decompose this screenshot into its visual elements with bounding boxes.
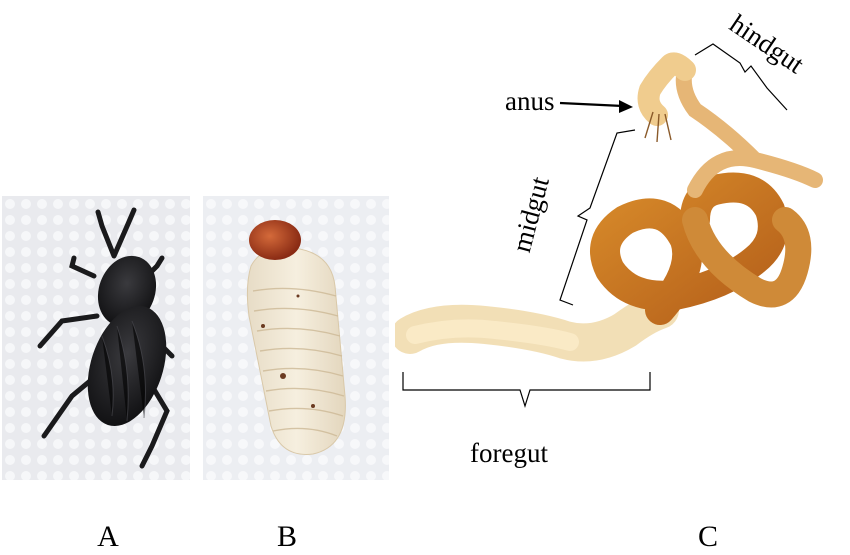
foregut-bracket	[402, 372, 651, 409]
hindgut-bracket	[694, 43, 788, 111]
panel-label-c: C	[697, 520, 718, 553]
foregut-label: foregut	[470, 438, 548, 468]
dissected-gut-illustration	[395, 43, 823, 409]
panel-label-b: B	[276, 520, 297, 553]
midgut-bracket	[559, 129, 636, 306]
weevil-larva-photo	[203, 196, 389, 480]
weevil-adult-photo	[2, 196, 190, 480]
panel-label-a: A	[97, 520, 119, 553]
anus-label: anus	[505, 86, 555, 116]
anus-arrow	[559, 100, 633, 113]
